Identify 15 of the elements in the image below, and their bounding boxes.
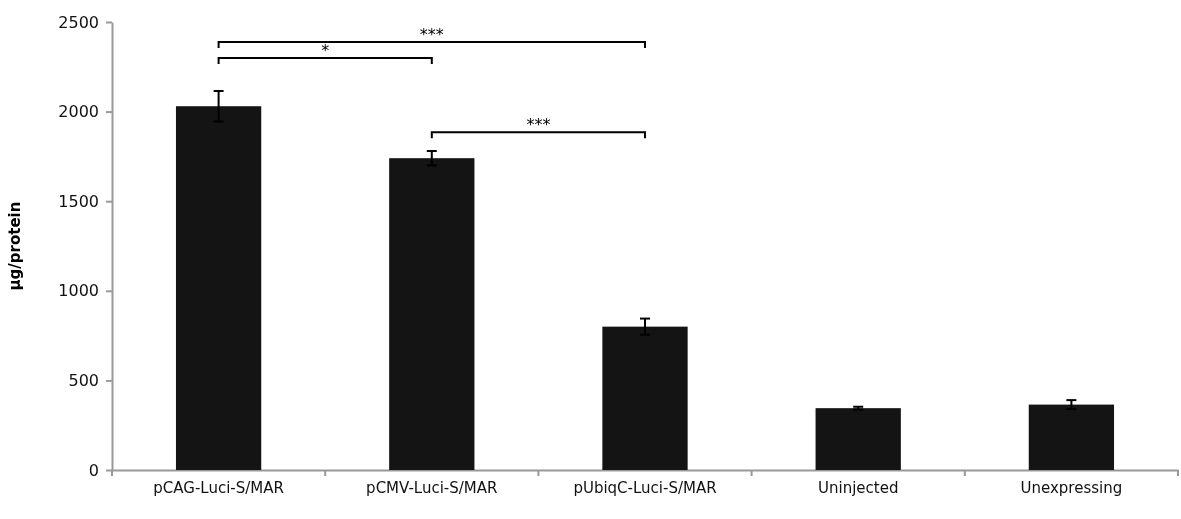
y-tick-label: 2000	[58, 102, 99, 122]
annotation: ***	[526, 115, 551, 135]
y-tick-label: 1500	[58, 191, 99, 211]
y-tick-label: 0	[88, 460, 99, 480]
x-tick-label: pUbiqC-Luci-S/MAR	[573, 479, 717, 497]
x-tick-label: Unexpressing	[1020, 479, 1123, 497]
y-axis-title: µg/protein	[6, 201, 24, 291]
y-tick-label: 1000	[58, 281, 99, 301]
y-tick-label: 2500	[58, 12, 99, 32]
x-tick-label: pCAG-Luci-S/MAR	[153, 479, 284, 497]
x-tick-label: Uninjected	[817, 479, 899, 497]
y-tick-label: 500	[68, 371, 99, 391]
annotation: *	[321, 40, 330, 60]
x-tick-label: pCMV-Luci-S/MAR	[366, 479, 498, 497]
annotation: ***	[419, 24, 444, 44]
